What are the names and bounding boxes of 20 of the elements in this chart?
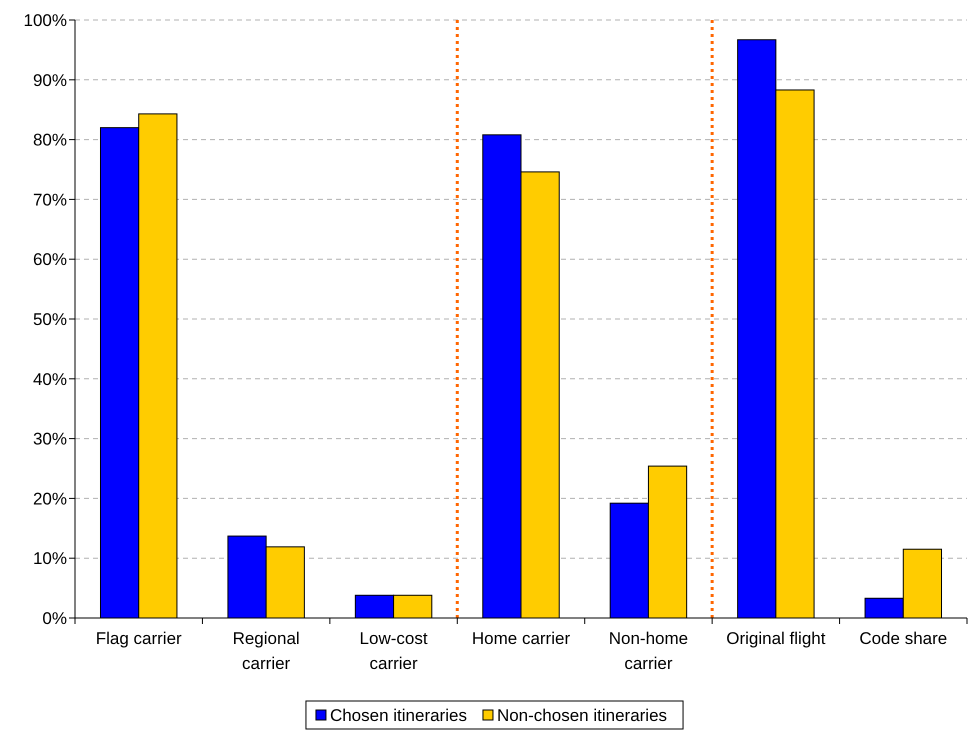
x-tick-label: Low-cost carrier [360, 629, 428, 673]
x-tick-label: Original flight [726, 629, 826, 648]
y-tick-label: 40% [32, 370, 67, 389]
x-tick-label: Non-home carrier [608, 629, 688, 673]
y-tick-label: 0% [42, 608, 67, 628]
y-tick-label: 30% [32, 430, 67, 449]
y-tick-label: 50% [32, 310, 67, 329]
y-tick-label: 10% [32, 549, 67, 568]
y-tick-label: 60% [32, 250, 67, 270]
x-tick-label: Code share [859, 629, 948, 648]
y-tick-label: 80% [32, 130, 67, 150]
x-tick-label: Home carrier [472, 629, 570, 648]
y-tick-label: 90% [32, 70, 67, 90]
x-tick-label: Regional carrier [232, 629, 300, 673]
y-tick-label: 20% [32, 489, 67, 508]
legend-label: Non-chosen itineraries [496, 706, 668, 725]
y-tick-label: 100% [24, 10, 67, 30]
y-tick-label: 70% [32, 190, 67, 210]
legend-label: Chosen itineraries [330, 706, 467, 725]
x-tick-label: Flag carrier [96, 629, 182, 648]
